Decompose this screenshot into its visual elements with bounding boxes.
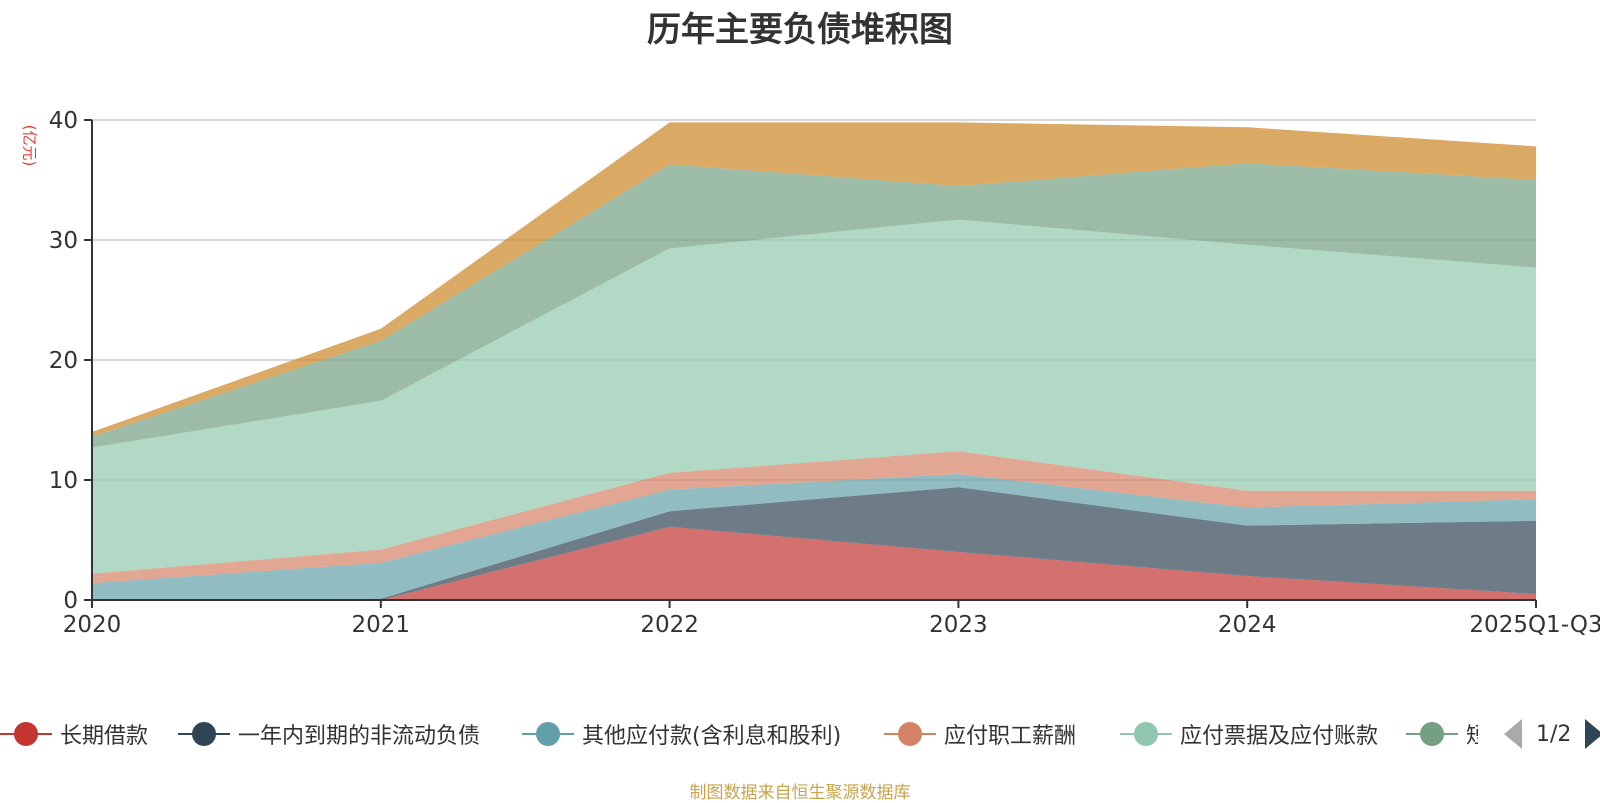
legend-item[interactable]: 应付职工薪酬 [884, 712, 1076, 756]
area-series-短期借款[interactable] [92, 163, 1536, 448]
legend-next-page-icon[interactable] [1585, 719, 1600, 749]
area-series-应付职工薪酬[interactable] [92, 451, 1536, 584]
stacked-area-chart: 0 10 20 30 40 2020 2021 2022 2023 2024 2025Q1-Q3 [49, 108, 1600, 638]
legend-item[interactable]: 应付票据及应付账款 [1120, 712, 1378, 756]
legend-item[interactable]: 其他应付款(含利息和股利) [522, 712, 841, 756]
x-tick-label: 2025Q1-Q3 [1469, 612, 1600, 638]
axes: 0 10 20 30 40 2020 2021 2022 2023 2024 2025Q1-Q3 [49, 108, 1600, 638]
legend-marker-icon [178, 712, 230, 756]
legend-items: 长期借款 一年内到期的非流动负债 其他应付款(含利息和股利) 应付职工薪酬 应付票据及应… [0, 712, 1478, 756]
area-series-长期借款[interactable] [92, 526, 1536, 600]
y-tick-label: 30 [49, 228, 78, 254]
legend-label: 长期借款 [60, 724, 149, 749]
legend: 长期借款 一年内到期的非流动负债 其他应付款(含利息和股利) 应付职工薪酬 应付票据及应… [0, 712, 1600, 756]
legend-label: 应付票据及应付账款 [1180, 724, 1379, 749]
legend-label: 应付职工薪酬 [944, 724, 1077, 749]
legend-label: 短期借款 [1466, 724, 1478, 749]
area-series-一年内到期的非流动负债[interactable] [92, 487, 1536, 600]
data-source-note: 制图数据来自恒生聚源数据库 [689, 783, 911, 803]
y-tick-label: 40 [49, 108, 78, 134]
y-tick-label: 10 [49, 468, 78, 494]
legend-page-indicator: 1/2 [1536, 721, 1572, 747]
legend-item[interactable]: 短期借款 [1406, 712, 1478, 756]
chart-title: 历年主要负债堆积图 [647, 10, 953, 50]
y-tick-label: 20 [49, 348, 78, 374]
legend-marker-icon [1406, 712, 1458, 756]
legend-label: 其他应付款(含利息和股利) [582, 724, 842, 749]
legend-marker-icon [884, 712, 936, 756]
area-series [92, 122, 1536, 600]
area-series-其他应付款(含利息和股利)[interactable] [92, 474, 1536, 600]
x-tick-label: 2024 [1218, 612, 1277, 638]
legend-item[interactable]: 长期借款 [0, 712, 148, 756]
legend-pager: 1/2 [1500, 712, 1600, 756]
legend-marker-icon [522, 712, 574, 756]
legend-marker-icon [0, 712, 52, 756]
x-tick-label: 2021 [352, 612, 411, 638]
area-series-其他负债[interactable] [92, 122, 1536, 437]
x-tick-label: 2022 [640, 612, 699, 638]
area-series-应付票据及应付账款[interactable] [92, 219, 1536, 574]
legend-marker-icon [1120, 712, 1172, 756]
y-tick-label: 0 [63, 588, 78, 614]
legend-prev-page-icon[interactable] [1504, 719, 1522, 749]
x-tick-label: 2023 [929, 612, 988, 638]
legend-label: 一年内到期的非流动负债 [238, 724, 481, 749]
legend-item[interactable]: 一年内到期的非流动负债 [178, 712, 480, 756]
x-tick-label: 2020 [63, 612, 122, 638]
